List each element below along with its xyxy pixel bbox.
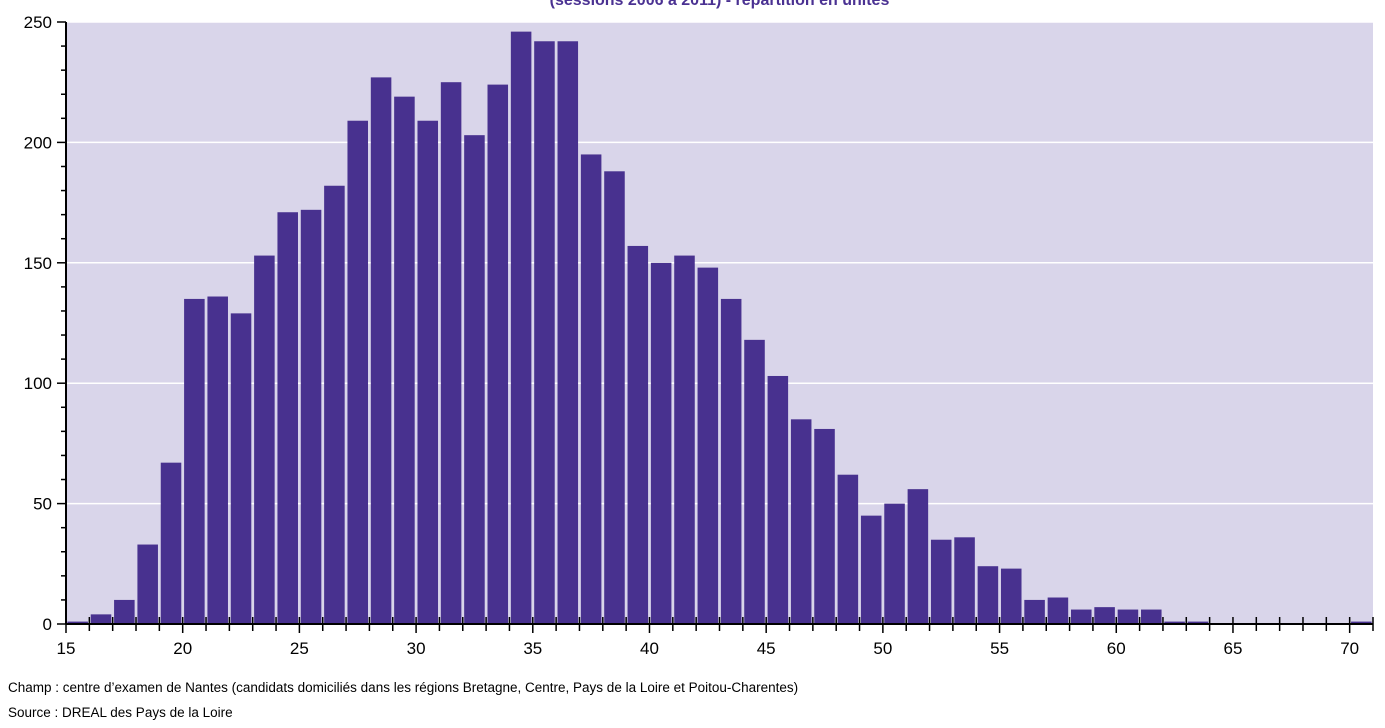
- bar-29: [394, 96, 415, 624]
- bar-63: [1187, 621, 1209, 624]
- bar-37: [580, 154, 602, 624]
- bar-41: [674, 255, 695, 625]
- bar-53: [954, 537, 975, 624]
- y-tick-label: 200: [24, 133, 52, 152]
- bar-28: [370, 77, 392, 624]
- x-tick-label: 30: [407, 639, 426, 658]
- bar-62: [1164, 621, 1185, 624]
- x-tick-label: 40: [640, 639, 659, 658]
- bar-32: [464, 135, 485, 624]
- bar-21: [207, 296, 228, 624]
- bar-15: [67, 621, 88, 624]
- bar-31: [440, 82, 462, 624]
- bar-52: [930, 539, 952, 624]
- bar-56: [1024, 599, 1045, 624]
- bar-17: [114, 599, 135, 624]
- bar-70: [1351, 621, 1372, 624]
- chart-title: (sessions 2006 à 2011) - répartition en …: [550, 0, 890, 9]
- bar-22: [230, 313, 252, 624]
- bar-47: [814, 428, 835, 624]
- bar-36: [557, 41, 579, 625]
- x-tick-label: 60: [1107, 639, 1126, 658]
- bar-19: [160, 462, 182, 624]
- bar-48: [837, 474, 859, 624]
- x-tick-label: 55: [990, 639, 1009, 658]
- bar-16: [90, 614, 112, 624]
- x-tick-label: 50: [873, 639, 892, 658]
- bar-60: [1117, 609, 1139, 624]
- bar-34: [510, 31, 532, 624]
- bar-57: [1047, 597, 1069, 624]
- bar-42: [697, 267, 719, 624]
- bar-25: [300, 209, 322, 624]
- bar-39: [627, 245, 649, 624]
- axes: 0 50 100 150 200 250 15 20 25 30 35 40 45 50 55 60 65 70: [24, 13, 1374, 658]
- bar-51: [907, 489, 929, 624]
- bar-18: [137, 544, 158, 624]
- bars: [67, 31, 1372, 625]
- x-tick-label: 70: [1340, 639, 1359, 658]
- x-tick-label: 45: [757, 639, 776, 658]
- bar-55: [1000, 568, 1022, 624]
- bar-26: [324, 185, 345, 624]
- bar-23: [254, 255, 275, 625]
- bar-49: [860, 515, 882, 624]
- bar-35: [534, 41, 555, 625]
- bar-43: [720, 298, 742, 624]
- bar-61: [1141, 609, 1162, 624]
- bar-40: [650, 262, 672, 624]
- y-tick-label: 50: [33, 495, 52, 514]
- bar-59: [1094, 607, 1115, 624]
- bar-58: [1070, 609, 1092, 624]
- bar-50: [884, 503, 905, 624]
- x-tick-label: 25: [290, 639, 309, 658]
- bar-38: [604, 171, 625, 624]
- y-tick-label: 150: [24, 254, 52, 273]
- x-tick-label: 20: [173, 639, 192, 658]
- champ-note: Champ : centre d’examen de Nantes (candi…: [8, 680, 799, 695]
- bar-30: [417, 120, 439, 624]
- bar-54: [977, 566, 999, 624]
- y-tick-label: 250: [24, 13, 52, 32]
- source-note: Source : DREAL des Pays de la Loire: [8, 705, 233, 720]
- y-tick-label: 0: [43, 615, 52, 634]
- x-tick-label: 35: [523, 639, 542, 658]
- bar-44: [744, 339, 765, 624]
- bar-27: [347, 120, 369, 624]
- x-tick-label: 15: [57, 639, 76, 658]
- bar-24: [277, 212, 298, 624]
- y-tick-label: 100: [24, 374, 52, 393]
- bar-45: [767, 375, 789, 624]
- x-tick-label: 65: [1224, 639, 1243, 658]
- bar-46: [790, 419, 812, 624]
- bar-33: [487, 84, 509, 624]
- bar-20: [184, 298, 205, 624]
